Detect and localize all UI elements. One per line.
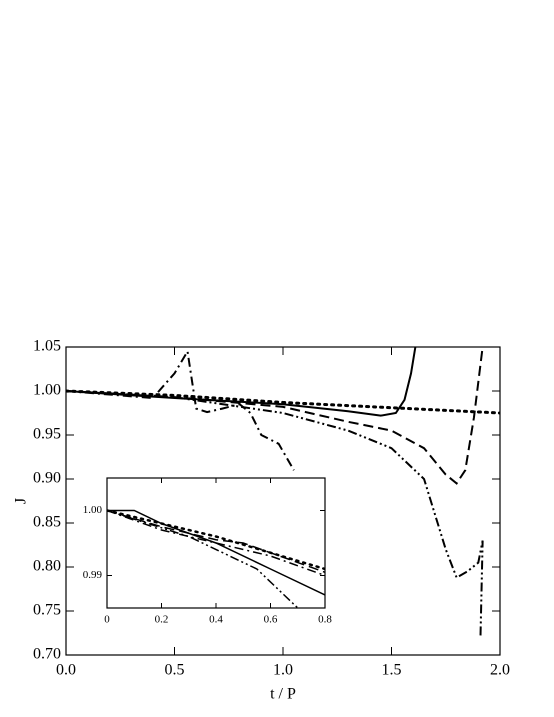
series-group [107,509,325,608]
x-tick-label: 0.6 [264,614,278,626]
y-tick-label: 1.00 [33,382,61,399]
x-tick-label: 0.2 [155,614,169,626]
series-line [66,389,500,415]
x-tick-label: 0.8 [318,614,332,626]
y-tick-label: 0.75 [33,602,61,619]
y-tick-label: 1.00 [83,504,103,516]
y-axis-label: J [13,498,30,504]
series-line [66,348,295,471]
y-tick-label: 0.99 [83,569,103,581]
x-tick-label: 0.0 [56,662,76,679]
x-tick-label: 0.5 [165,662,185,679]
series-line [66,347,484,485]
series-line [107,509,325,571]
series-line [107,509,325,577]
y-tick-label: 0.70 [33,646,61,663]
series-line [107,509,299,608]
y-tick-label: 0.80 [33,558,61,575]
x-axis-label: t / P [270,686,296,703]
y-tick-label: 0.95 [33,426,61,443]
y-tick-label: 1.05 [33,338,61,355]
x-tick-label: 0 [104,614,110,626]
inset-chart: 0 0.2 0.4 0.6 0.8 0.99 1.00 [83,477,332,626]
y-tick-label: 0.90 [33,470,61,487]
x-tick-label: 0.4 [209,614,223,626]
x-tick-label: 2.0 [490,662,510,679]
y-tick-label: 0.85 [33,514,61,531]
series-line [66,390,484,638]
series-group [66,347,500,638]
x-tick-label: 1.5 [382,662,402,679]
x-tick-label: 1.0 [273,662,293,679]
